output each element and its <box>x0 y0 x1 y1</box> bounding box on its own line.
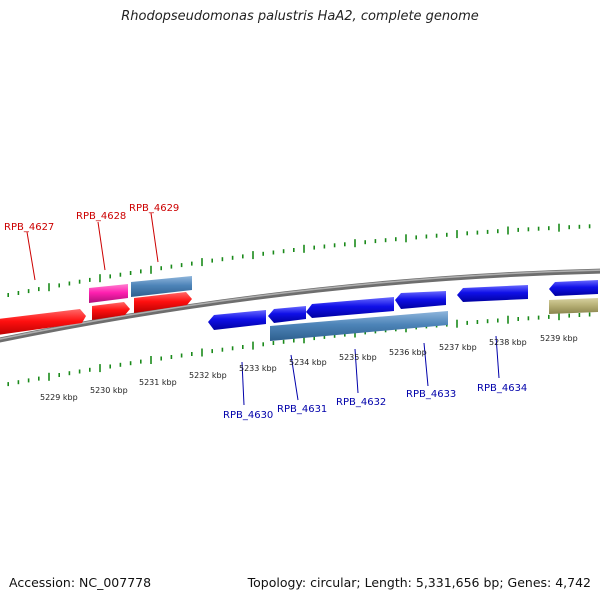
gene-label-rpb-4631: RPB_4631 <box>277 404 327 415</box>
gene-label-rpb-4628: RPB_4628 <box>76 211 126 222</box>
scale-label-5231: 5231 kbp <box>139 378 177 387</box>
gene-box-rpb-4629[interactable] <box>131 276 192 297</box>
genome-title: Rhodopseudomonas palustris HaA2, complet… <box>121 9 479 24</box>
scale-label-5229: 5229 kbp <box>40 393 78 402</box>
accession-text: Accession: NC_007778 <box>9 575 152 590</box>
scale-label-5232: 5232 kbp <box>189 371 227 380</box>
gene-box-rpb-4628[interactable] <box>89 284 128 303</box>
gene-arrow-forward-long[interactable] <box>134 292 192 313</box>
gene-label-rpb-4629: RPB_4629 <box>129 203 179 214</box>
gene-arrow-rpb-4632[interactable] <box>306 297 394 318</box>
gene-label-rpb-4634: RPB_4634 <box>477 383 527 394</box>
scale-label-5236: 5236 kbp <box>389 348 427 357</box>
upper-tick-track <box>7 223 591 297</box>
scale-label-5230: 5230 kbp <box>90 386 128 395</box>
scale-label-5239: 5239 kbp <box>540 334 578 343</box>
gene-label-rpb-4632: RPB_4632 <box>336 397 386 408</box>
scale-label-5235: 5235 kbp <box>339 353 377 362</box>
gene-label-rpb-4633: RPB_4633 <box>406 389 456 400</box>
gene-box-reverse-steel[interactable] <box>270 311 448 341</box>
scale-label-5233: 5233 kbp <box>239 364 277 373</box>
gene-arrow-rpb-4631[interactable] <box>268 306 306 323</box>
reverse-label-leaders <box>241 335 500 406</box>
scale-label-5238: 5238 kbp <box>489 338 527 347</box>
scale-label-5234: 5234 kbp <box>289 358 327 367</box>
genome-summary-text: Topology: circular; Length: 5,331,656 bp… <box>247 575 591 590</box>
gene-label-rpb-4630: RPB_4630 <box>223 410 273 421</box>
gene-arrow-rightmost[interactable] <box>549 280 598 296</box>
gene-arrow-rpb-4633[interactable] <box>395 291 446 309</box>
genome-backbone-highlight <box>0 269 600 340</box>
gene-label-rpb-4627: RPB_4627 <box>4 222 54 233</box>
gene-arrow-rpb-4627[interactable] <box>0 309 86 336</box>
gene-box-olive[interactable] <box>549 298 598 314</box>
genome-backbone <box>0 268 600 343</box>
gene-arrow-rpb-4630[interactable] <box>208 310 266 330</box>
scale-label-5237: 5237 kbp <box>439 343 477 352</box>
gene-arrow-forward-small[interactable] <box>92 302 130 320</box>
forward-label-leaders <box>26 212 159 281</box>
gene-arrow-rpb-4634[interactable] <box>457 285 528 302</box>
